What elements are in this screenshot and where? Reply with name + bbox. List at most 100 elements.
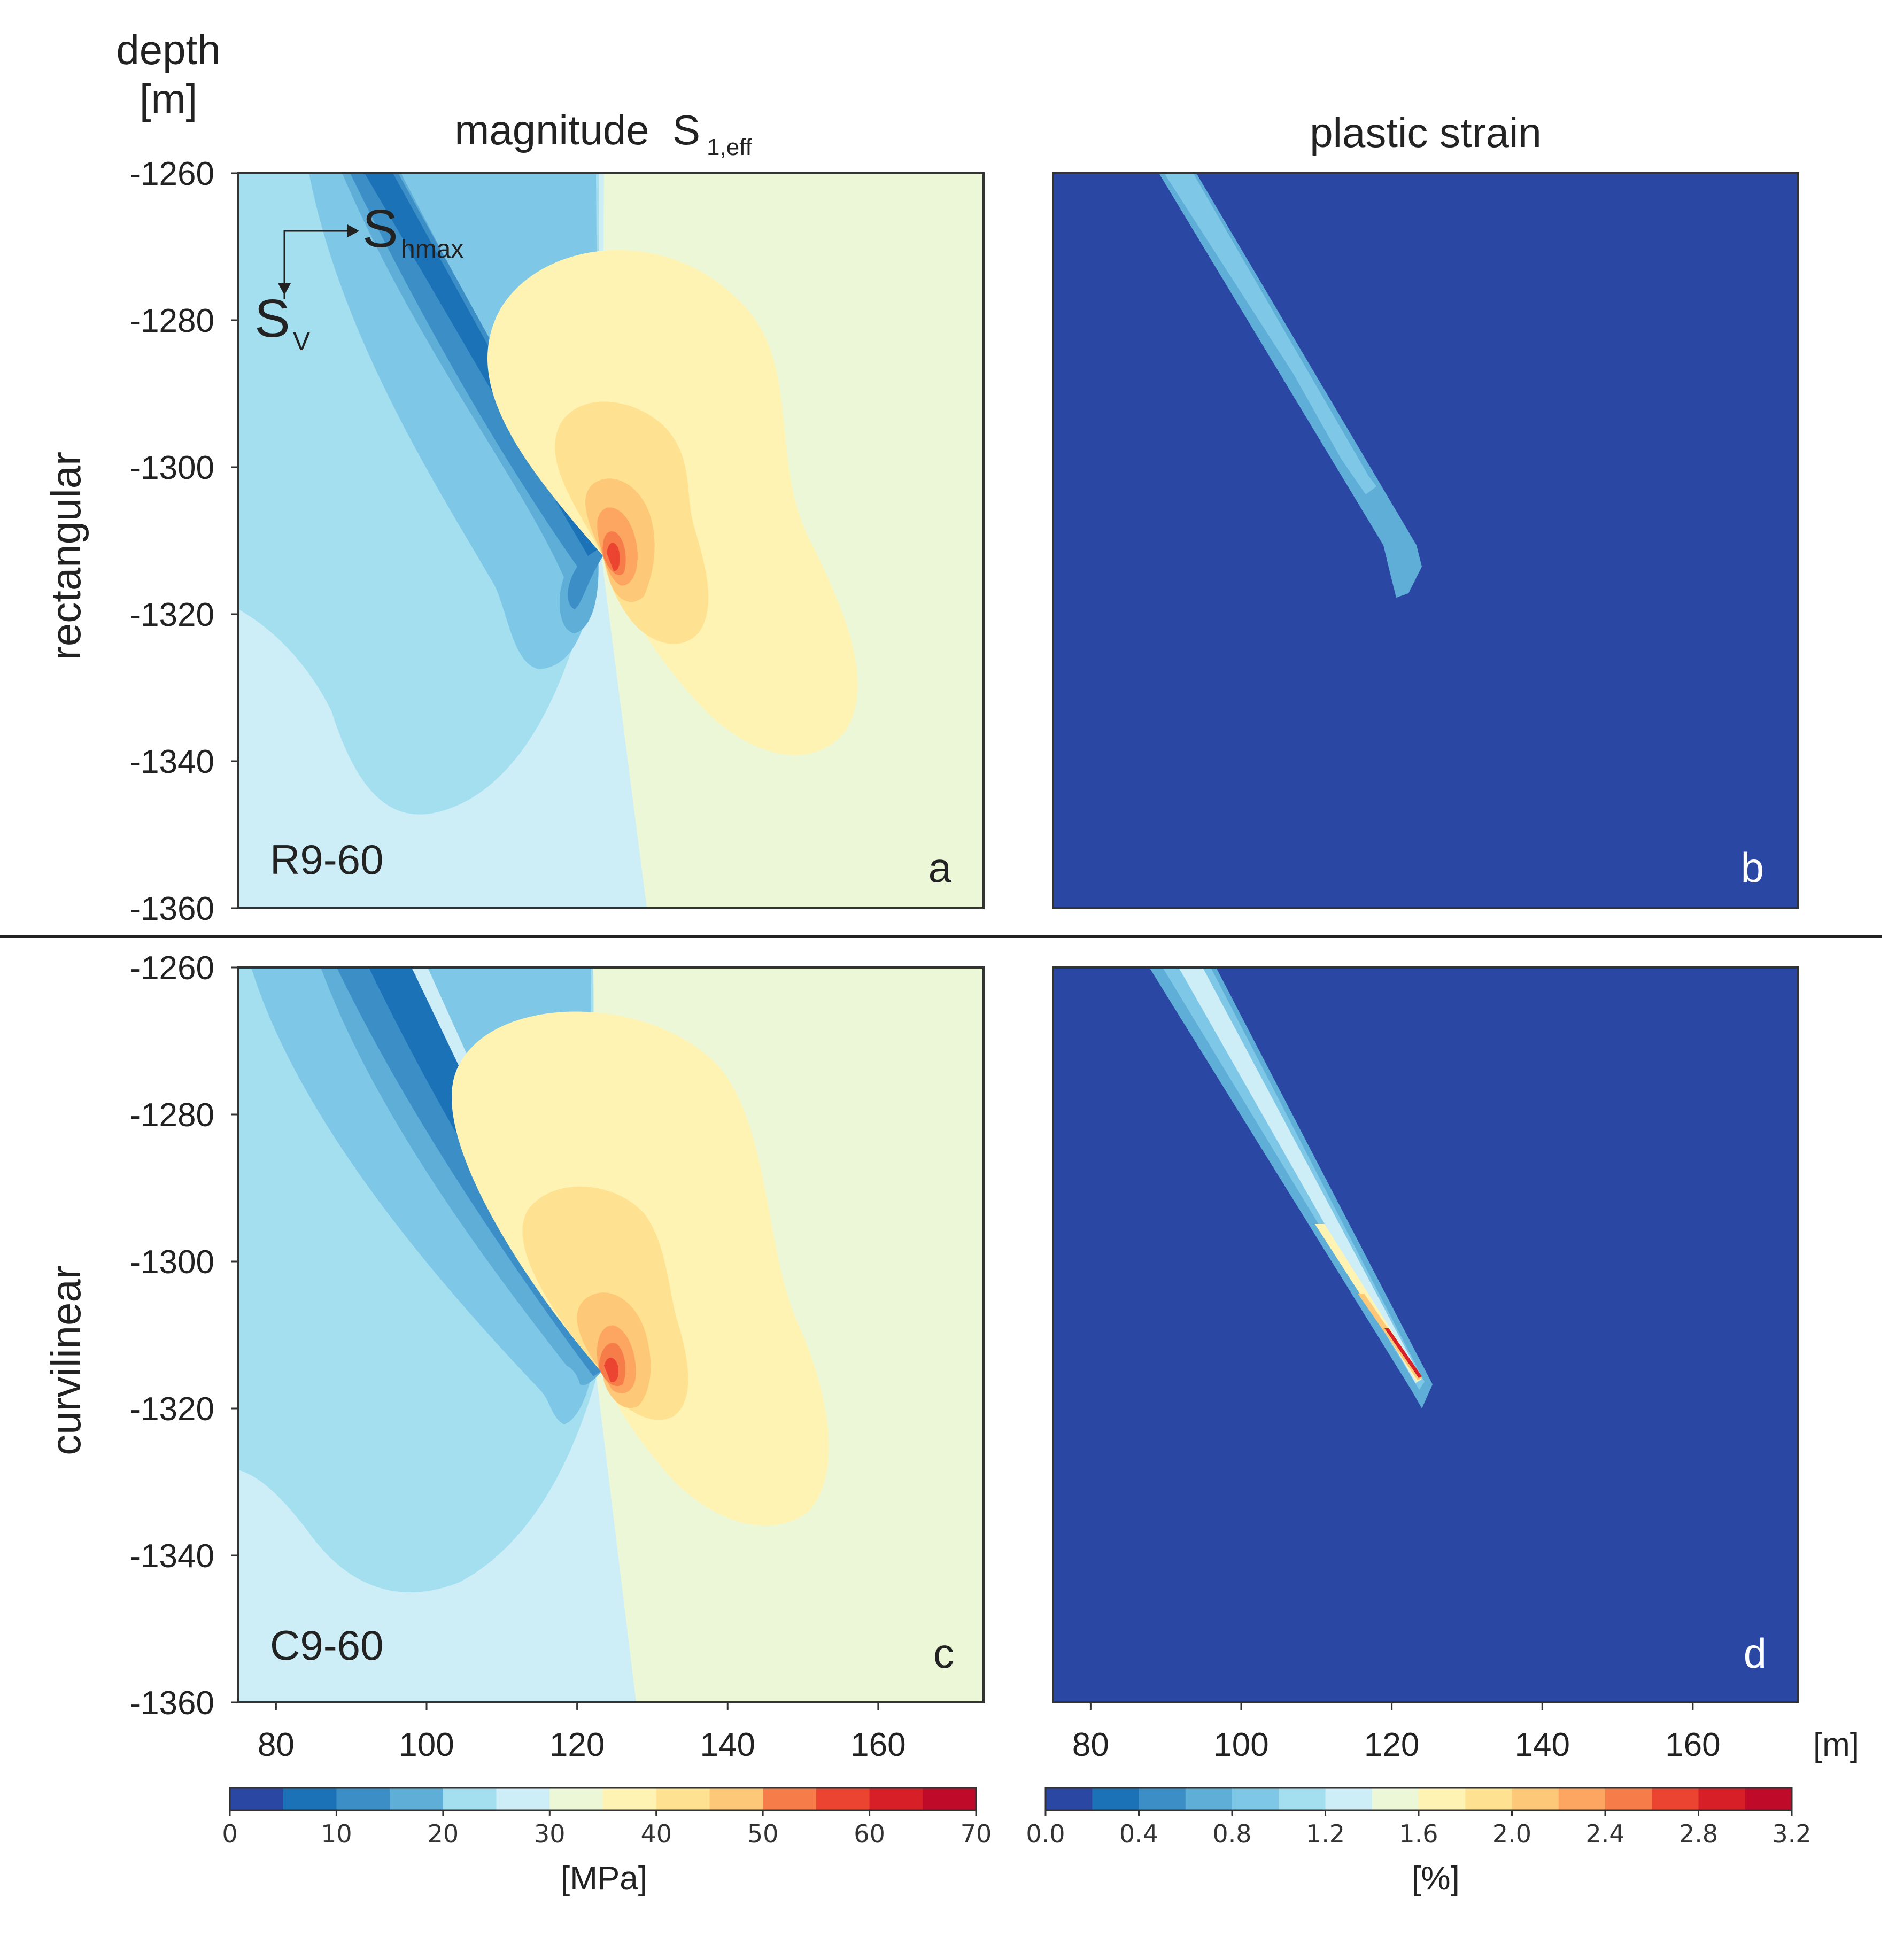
colorbar-swatch [1652,1788,1699,1810]
colorbar-tick-label: 60 [854,1819,885,1848]
case-label-c: C9-60 [270,1622,383,1669]
colorbar-swatch [283,1788,337,1810]
colorbar-tick-label: 0.8 [1212,1819,1251,1848]
row-label-rectangular: rectangular [42,452,89,660]
sv-symbol: S [254,289,290,349]
panel-b [1052,172,1799,909]
colorbar-tick-label: 1.2 [1306,1819,1345,1848]
title-stress-subscript: 1,eff [707,134,753,160]
contour-level-10-15 [342,173,599,633]
colorbar-swatch [656,1788,710,1810]
y-tick-label: -1320 [129,1391,214,1428]
colorbar-swatch [1232,1788,1279,1810]
colorbar-tick-label: 30 [534,1819,566,1848]
y-tick-label: -1360 [129,890,214,927]
colorbar-swatch [1372,1788,1419,1810]
colorbar-tick-label: 2.0 [1492,1819,1531,1848]
colorbar-swatch [1419,1788,1466,1810]
colorbar-swatch [816,1788,870,1810]
colorbar-tick-label: 70 [961,1819,992,1848]
colorbar-unit-percent: [%] [1412,1860,1460,1897]
y-tick-label: -1300 [129,1244,214,1281]
colorbar-swatch [1185,1788,1233,1810]
y-tick-label: -1360 [129,1685,214,1722]
x-tick-label: 120 [1364,1726,1419,1763]
colorbar-tick-label: 0.0 [1026,1819,1065,1848]
panel-letter-d: d [1744,1630,1767,1677]
y-tick-label: -1320 [129,597,214,633]
panel-a-frame [237,172,985,909]
x-tick-label: 140 [1515,1726,1570,1763]
colorbar-swatch [1558,1788,1606,1810]
axes-layer: -1260 -1280 -1300 -1320 -1340 -1360 -1260 -1280… [129,156,1720,1763]
arrow-down-head [278,283,291,295]
contour-level-0.8-1.0 [1164,173,1376,494]
colorbar-swatch [336,1788,390,1810]
y-tick-label: -1260 [129,156,214,192]
colorbar-swatch [1605,1788,1652,1810]
contour-level-0.4-0.6 [1159,173,1422,598]
panel-d-frame [1052,966,1799,1703]
shmax-symbol: S [362,199,398,259]
colorbar-tick-label: 40 [640,1819,672,1848]
colorbar-swatch [1698,1788,1746,1810]
colorbar-swatch [923,1788,977,1810]
y-tick-label: -1280 [129,1097,214,1134]
x-tick-label: 160 [850,1726,905,1763]
colorbar-swatch [1512,1788,1559,1810]
contour-level-5-10 [350,173,607,609]
contour-level-1.2-1.4 [1179,967,1422,1383]
colorbar-swatch [496,1788,550,1810]
colorbar-swatch [1139,1788,1186,1810]
colorbar-swatch [763,1788,817,1810]
sv-subscript: V [293,328,310,356]
colorbar-tick-label: 2.4 [1585,1819,1624,1848]
colorbar-swatch [1046,1788,1093,1810]
contour-level-2.8-3.0 [1384,1328,1422,1378]
contour-level-60-65 [607,543,620,571]
case-label-a: R9-60 [270,836,383,883]
y-tick-label: -1260 [129,950,214,987]
colorbar-frame [229,1787,977,1811]
colorbar-tick-label: 50 [747,1819,779,1848]
x-tick-label: 100 [399,1726,454,1763]
colorbar-swatch [709,1788,763,1810]
title-stress-magnitude: magnitude S [454,106,700,153]
x-tick-label: 140 [700,1726,755,1763]
panel-letter-c: c [933,1630,954,1677]
title-plastic-strain: plastic strain [1310,109,1542,156]
panel-d [1052,966,1799,1703]
stress-axes-annotation: S hmax S V [254,199,463,356]
contour-level-0.0-0.2 [1053,967,1798,1702]
x-tick-label: 120 [549,1726,605,1763]
panel-letter-b: b [1741,844,1764,891]
panel-c-frame [237,966,985,1703]
contour-level-0.0-0.2 [1053,173,1798,908]
colorbar-swatch [1092,1788,1140,1810]
colorbar-swatch [869,1788,923,1810]
y-tick-label: -1340 [129,1538,214,1575]
colorbar-unit-mpa: [MPa] [561,1860,647,1897]
colorbar-swatch [1745,1788,1792,1810]
colorbar-swatch [443,1788,497,1810]
colorbar-tick-label: 10 [321,1819,352,1848]
colorbar-tick-label: 2.8 [1679,1819,1718,1848]
colorbar-layer: 0 10 20 30 40 50 60 70 0.0 0.4 0.8 1.2 1.6 2.0 2.4 2.8 3… [222,1787,1812,1848]
colorbar-tick-label: 20 [428,1819,459,1848]
colorbar-tick-label: 0.4 [1119,1819,1158,1848]
colorbar-tick-label: 1.6 [1399,1819,1438,1848]
colorbar-swatch [1325,1788,1373,1810]
colorbar-tick-label: 3.2 [1772,1819,1811,1848]
panel-letter-a: a [928,844,952,891]
x-tick-label: 80 [1072,1726,1109,1763]
colorbar-tick-label: 0 [222,1819,237,1848]
colorbar-swatch [603,1788,657,1810]
contour-level-60-65 [604,1358,619,1382]
y-tick-label: -1300 [129,450,214,486]
shmax-subscript: hmax [401,235,463,264]
x-unit-label: [m] [1813,1726,1859,1763]
colorbar-swatch [230,1788,284,1810]
x-tick-label: 100 [1213,1726,1268,1763]
arrow-right-head [347,224,359,237]
